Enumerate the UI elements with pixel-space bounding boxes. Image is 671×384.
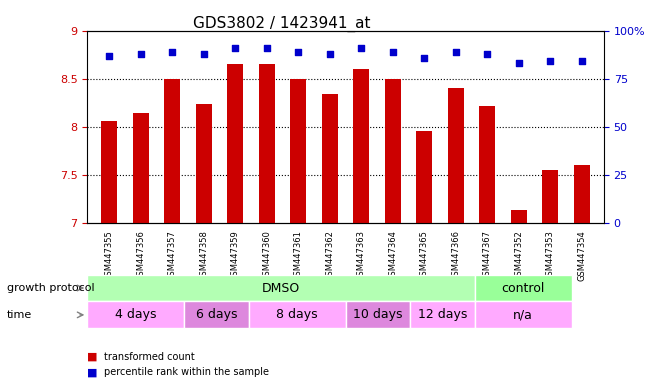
Text: transformed count: transformed count [104,352,195,362]
Bar [417,131,432,223]
Point [230,45,241,51]
Text: 6 days: 6 days [196,308,237,321]
Text: growth protocol: growth protocol [7,283,95,293]
Point [167,49,178,55]
Point [576,58,587,65]
Text: DMSO: DMSO [262,281,300,295]
Point [387,49,398,55]
Point [104,53,115,59]
Bar [259,65,274,223]
Text: percentile rank within the sample: percentile rank within the sample [104,367,269,377]
Point [545,58,556,65]
Text: 10 days: 10 days [353,308,403,321]
Bar [322,94,338,223]
Text: ■: ■ [87,367,98,377]
Bar [101,121,117,223]
Point [513,60,524,66]
Point [136,51,146,57]
Bar [385,79,401,223]
Bar [511,210,527,223]
Point [325,51,336,57]
Bar [133,113,149,223]
Text: GDS3802 / 1423941_at: GDS3802 / 1423941_at [193,15,370,31]
Text: control: control [501,281,545,295]
Text: 8 days: 8 days [276,308,318,321]
Bar [164,79,180,223]
Text: 4 days: 4 days [115,308,156,321]
Bar [196,104,211,223]
Point [419,55,429,61]
Text: n/a: n/a [513,308,533,321]
Text: time: time [7,310,32,320]
Point [293,49,304,55]
Text: 12 days: 12 days [418,308,467,321]
Bar [354,69,369,223]
Bar [480,106,495,223]
Bar [227,65,243,223]
Point [356,45,366,51]
Point [482,51,493,57]
Bar [448,88,464,223]
Point [199,51,209,57]
Text: ■: ■ [87,352,98,362]
Bar [574,165,590,223]
Point [450,49,461,55]
Point [262,45,272,51]
Bar [291,79,306,223]
Bar [542,170,558,223]
